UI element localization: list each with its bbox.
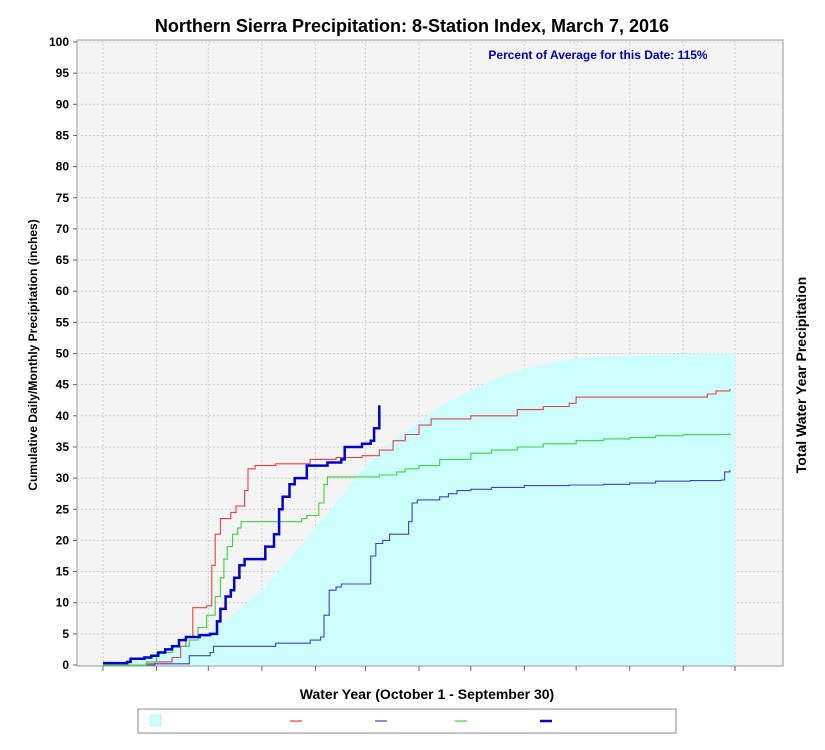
series-line-2013-2014 (103, 470, 731, 666)
y-tick-label: 45 (56, 378, 70, 392)
chart-title: Northern Sierra Precipitation: 8-Station… (155, 16, 669, 36)
y-tick-label: 20 (56, 533, 70, 547)
y-tick-label: 55 (56, 315, 70, 329)
x-axis-ticks (102, 666, 736, 671)
y-axis-label: Cumulative Daily/Monthly Precipitation (… (26, 219, 40, 490)
y-tick-label: 100 (49, 35, 69, 49)
y-tick-label: 30 (56, 471, 70, 485)
y-tick-label: 70 (56, 222, 70, 236)
y-tick-label: 35 (56, 440, 70, 454)
y-tick-label: 15 (56, 565, 70, 579)
y-tick-label: 5 (62, 627, 69, 641)
series-line-2015-2016 (103, 405, 381, 665)
y-tick-label: 90 (56, 97, 70, 111)
y-tick-label: 80 (56, 160, 70, 174)
series-line-2014-2015 (103, 433, 731, 666)
average-area (103, 353, 735, 665)
data-marks (103, 353, 735, 666)
y-tick-label: 95 (56, 66, 70, 80)
y-tick-label: 25 (56, 502, 70, 516)
y-tick-label: 65 (56, 253, 70, 267)
y-axis-ticks: 0 5 10 15 20 25 30 35 40 45 50 55 60 65 70 75 80 85 90 95 10… (49, 35, 77, 672)
right-axis-label: Total Water Year Precipitation (793, 277, 809, 474)
legend (137, 708, 677, 734)
y-tick-label: 60 (56, 284, 70, 298)
y-tick-label: 85 (56, 128, 70, 142)
y-tick-label: 40 (56, 409, 70, 423)
percent-of-average-annotation: Percent of Average for this Date: 115% (488, 48, 708, 62)
legend-items (149, 714, 552, 727)
legend-swatch-average (149, 714, 162, 727)
y-tick-label: 0 (62, 658, 69, 672)
legend-box (137, 708, 677, 734)
y-tick-label: 10 (56, 596, 70, 610)
y-tick-label: 50 (56, 347, 70, 361)
x-axis-label: Water Year (October 1 - September 30) (300, 686, 554, 702)
y-tick-label: 75 (56, 191, 70, 205)
